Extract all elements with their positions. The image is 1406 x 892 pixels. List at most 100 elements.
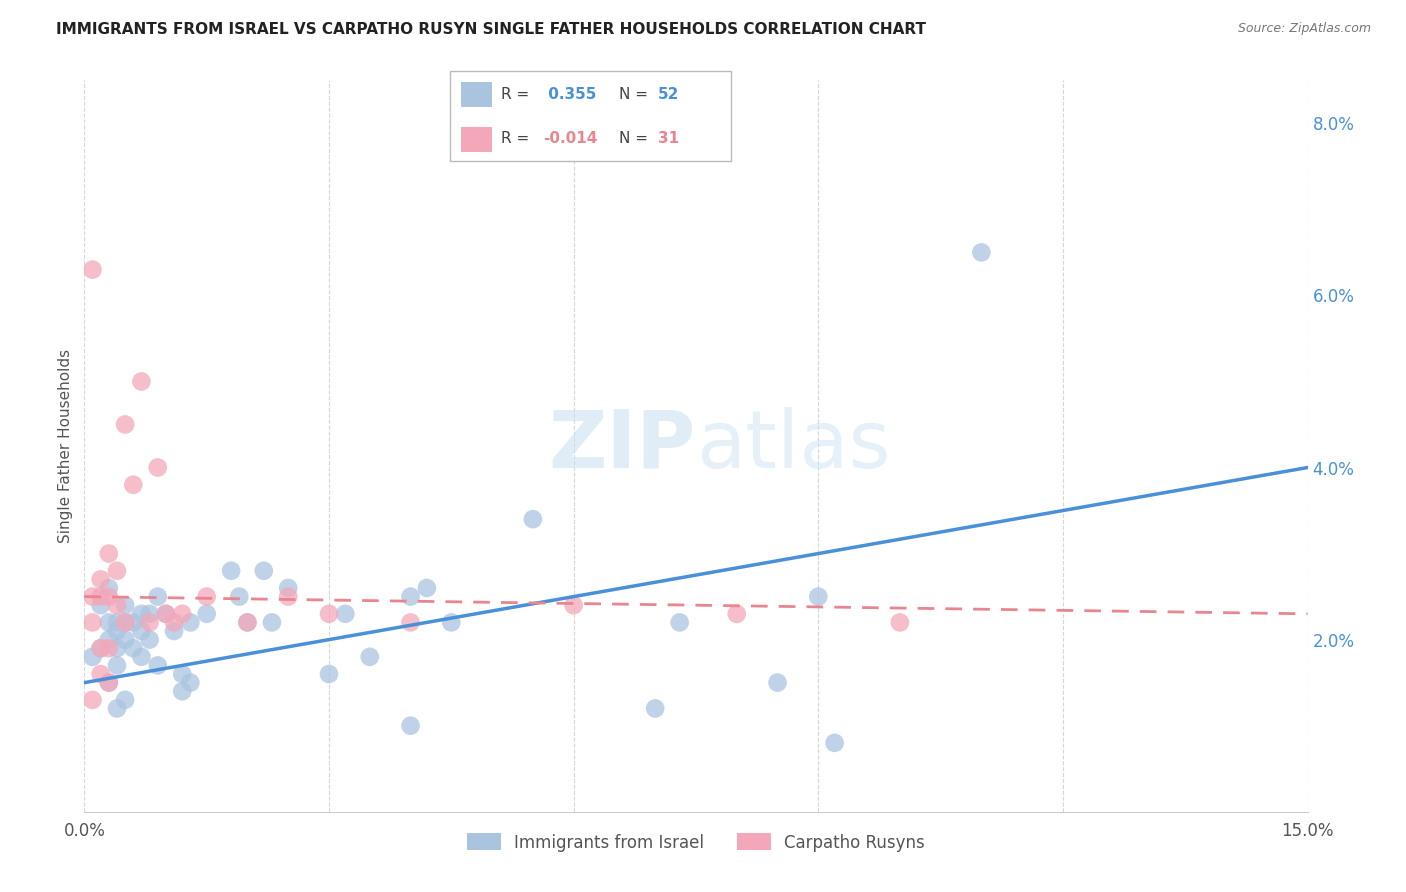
Point [236,615,259,630]
Point [82,649,104,664]
Point [195,590,218,604]
Point [277,590,299,604]
Point [138,632,160,647]
FancyBboxPatch shape [450,71,731,161]
Legend: Immigrants from Israel, Carpatho Rusyns: Immigrants from Israel, Carpatho Rusyns [461,827,931,858]
Point [163,624,186,638]
Point [807,590,830,604]
Point [82,590,104,604]
Text: 31: 31 [658,131,679,146]
Point [146,460,169,475]
Text: R =: R = [501,131,534,146]
Point [97,675,120,690]
Point [131,624,153,638]
Point [90,641,112,656]
Point [668,615,690,630]
Point [172,684,194,698]
Point [82,615,104,630]
Point [644,701,666,715]
Point [105,658,128,673]
Point [90,598,112,612]
Point [399,615,422,630]
Point [219,564,242,578]
Point [416,581,439,595]
Point [228,590,250,604]
Point [97,615,120,630]
Point [318,607,340,621]
Text: 52: 52 [658,87,679,102]
Text: 0.355: 0.355 [543,87,596,102]
Point [146,590,169,604]
Point [105,624,128,638]
Point [889,615,911,630]
Point [105,641,128,656]
Point [277,581,299,595]
Point [146,658,169,673]
Point [195,607,218,621]
Point [90,573,112,587]
Y-axis label: Single Father Households: Single Father Households [58,349,73,543]
Point [172,667,194,681]
Point [440,615,463,630]
Text: IMMIGRANTS FROM ISRAEL VS CARPATHO RUSYN SINGLE FATHER HOUSEHOLDS CORRELATION CH: IMMIGRANTS FROM ISRAEL VS CARPATHO RUSYN… [56,22,927,37]
Text: ZIP: ZIP [548,407,696,485]
Point [114,632,136,647]
Point [105,598,128,612]
Point [97,632,120,647]
Point [253,564,276,578]
Point [131,649,153,664]
Point [105,701,128,715]
Point [131,607,153,621]
Point [97,590,120,604]
Point [122,477,145,491]
Point [114,615,136,630]
Point [105,615,128,630]
Point [172,607,194,621]
Point [90,667,112,681]
Point [122,641,145,656]
Point [399,590,422,604]
Point [155,607,177,621]
Bar [461,82,492,107]
Text: atlas: atlas [696,407,890,485]
Point [82,693,104,707]
Point [236,615,259,630]
Point [163,615,186,630]
Text: Source: ZipAtlas.com: Source: ZipAtlas.com [1237,22,1371,36]
Point [260,615,283,630]
Point [138,607,160,621]
Point [725,607,748,621]
Point [114,615,136,630]
Point [522,512,544,526]
Point [399,719,422,733]
Point [179,675,201,690]
Point [318,667,340,681]
Point [82,262,104,277]
Point [970,245,993,260]
Point [359,649,381,664]
Point [97,581,120,595]
Text: N =: N = [619,131,652,146]
Point [562,598,585,612]
Point [90,590,112,604]
Point [138,615,160,630]
Point [97,641,120,656]
Point [122,615,145,630]
Point [105,564,128,578]
Point [97,547,120,561]
Bar [461,127,492,152]
Point [97,675,120,690]
Point [824,736,846,750]
Point [155,607,177,621]
Point [766,675,789,690]
Point [335,607,357,621]
Text: R =: R = [501,87,534,102]
Point [114,417,136,432]
Point [90,641,112,656]
Text: N =: N = [619,87,652,102]
Point [179,615,201,630]
Text: -0.014: -0.014 [543,131,598,146]
Point [131,375,153,389]
Point [114,598,136,612]
Point [114,693,136,707]
